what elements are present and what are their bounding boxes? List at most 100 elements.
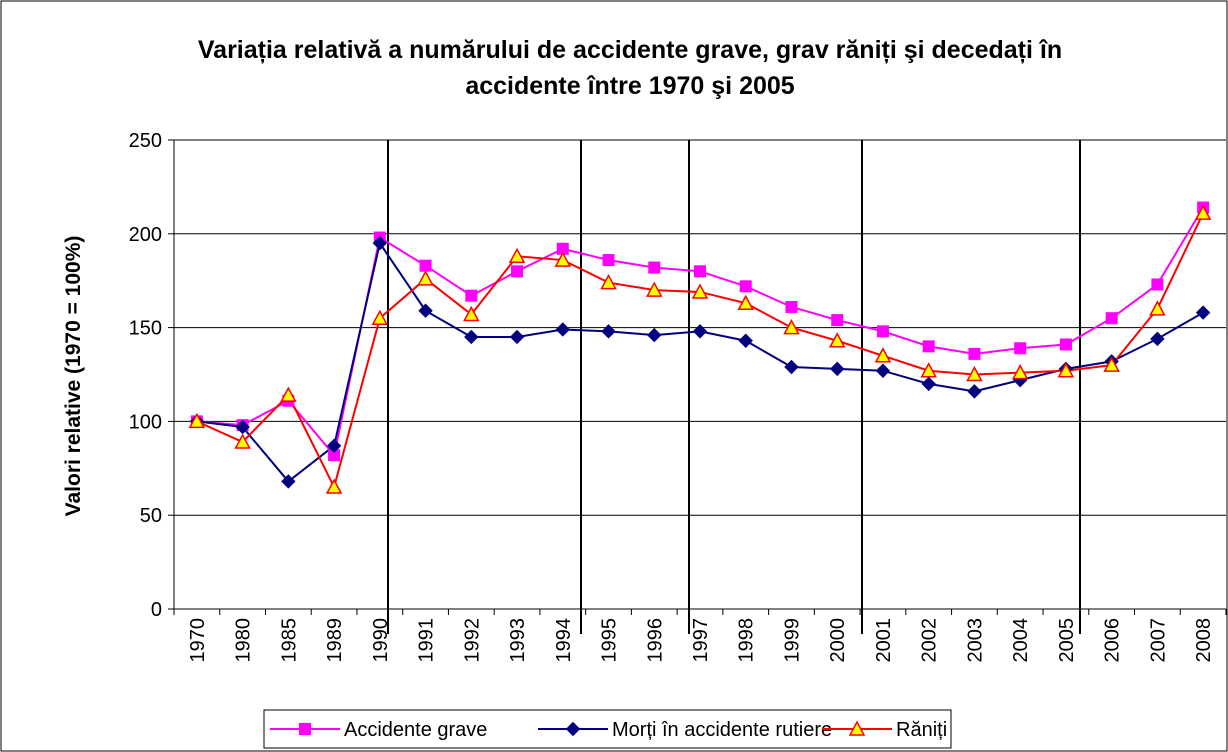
marker	[1194, 204, 1212, 220]
x-tick-label: 1996	[644, 618, 666, 663]
marker	[281, 474, 296, 489]
marker	[188, 412, 206, 429]
marker	[417, 270, 434, 286]
marker	[1195, 305, 1211, 320]
marker	[1150, 331, 1165, 347]
marker	[465, 289, 478, 302]
marker	[1105, 312, 1118, 325]
y-tick-label: 50	[140, 505, 162, 527]
marker	[921, 376, 936, 392]
x-tick-label: 1970	[187, 618, 209, 663]
marker	[783, 319, 800, 335]
marker	[509, 329, 525, 345]
marker	[876, 325, 889, 338]
marker	[647, 327, 662, 343]
y-axis-label: Valori relative (1970 = 100%)	[62, 236, 85, 517]
marker	[648, 261, 661, 274]
marker	[1011, 364, 1029, 380]
x-tick-label: 2008	[1193, 618, 1215, 663]
marker	[554, 251, 572, 267]
marker	[419, 259, 432, 272]
x-tick-label: 1997	[690, 618, 712, 663]
marker	[848, 720, 866, 736]
marker	[464, 329, 479, 345]
legend-label: Răniți	[896, 719, 947, 741]
marker	[692, 324, 708, 339]
marker	[828, 332, 846, 348]
marker	[1149, 300, 1166, 316]
marker	[966, 365, 983, 382]
marker	[737, 294, 754, 310]
y-tick-label: 200	[129, 224, 162, 246]
x-tick-label: 1980	[233, 618, 255, 663]
marker	[967, 384, 982, 399]
marker	[600, 273, 617, 290]
marker	[418, 303, 433, 318]
y-tick-label: 100	[129, 411, 162, 433]
marker	[555, 322, 570, 337]
marker	[874, 347, 892, 363]
x-tick-label: 1992	[461, 618, 483, 663]
x-tick-label: 2001	[873, 618, 895, 663]
marker	[511, 265, 524, 278]
marker	[1059, 338, 1072, 351]
marker	[922, 340, 935, 353]
x-tick-label: 1990	[370, 618, 392, 663]
x-tick-label: 1999	[781, 618, 803, 663]
x-tick-label: 1985	[278, 618, 300, 663]
marker	[372, 235, 388, 251]
x-tick-label: 2007	[1147, 618, 1169, 663]
x-tick-label: 2004	[1010, 618, 1032, 663]
series-line	[196, 212, 1205, 490]
marker	[371, 309, 389, 325]
marker	[299, 723, 311, 735]
marker	[968, 347, 981, 360]
x-tick-label: 1994	[553, 618, 575, 663]
marker	[785, 300, 798, 313]
marker	[691, 283, 709, 299]
separator-lines	[387, 140, 1081, 634]
marker	[831, 314, 844, 327]
marker	[920, 362, 937, 378]
marker	[1103, 356, 1120, 372]
marker	[602, 254, 615, 267]
marker	[601, 324, 616, 339]
x-tick-label: 2003	[964, 618, 986, 663]
x-tick-label: 2002	[919, 618, 941, 663]
x-tick-label: 2000	[827, 618, 849, 663]
x-tick-label: 1989	[324, 618, 346, 663]
x-tick-label: 1991	[416, 618, 438, 663]
marker	[463, 305, 480, 322]
x-tick-label: 1998	[736, 618, 758, 663]
marker	[565, 721, 581, 737]
y-tick-label: 0	[151, 599, 162, 621]
series-line	[196, 240, 1204, 483]
x-tick-label: 2006	[1102, 618, 1124, 663]
marker	[739, 280, 752, 293]
legend-label: Morți în accidente rutiere	[612, 719, 832, 741]
marker	[694, 265, 706, 278]
y-tick-label: 250	[129, 130, 162, 152]
marker	[784, 359, 799, 375]
x-tick-label: 1995	[599, 618, 621, 663]
marker	[280, 386, 297, 402]
marker	[646, 281, 663, 297]
marker	[738, 333, 753, 348]
chart-title: Variația relativă a numărului de acciden…	[197, 36, 1063, 100]
x-tick-label: 2005	[1056, 618, 1078, 663]
marker	[234, 433, 251, 449]
y-tick-label: 150	[129, 318, 162, 340]
legend-label: Accidente grave	[344, 719, 487, 741]
x-tick-label: 1993	[507, 618, 529, 663]
marker	[875, 363, 891, 378]
marker	[1057, 362, 1075, 378]
marker	[830, 361, 845, 377]
marker	[1151, 278, 1164, 291]
marker	[325, 478, 343, 494]
marker	[1014, 342, 1027, 355]
marker	[326, 438, 342, 453]
marker	[508, 247, 526, 264]
